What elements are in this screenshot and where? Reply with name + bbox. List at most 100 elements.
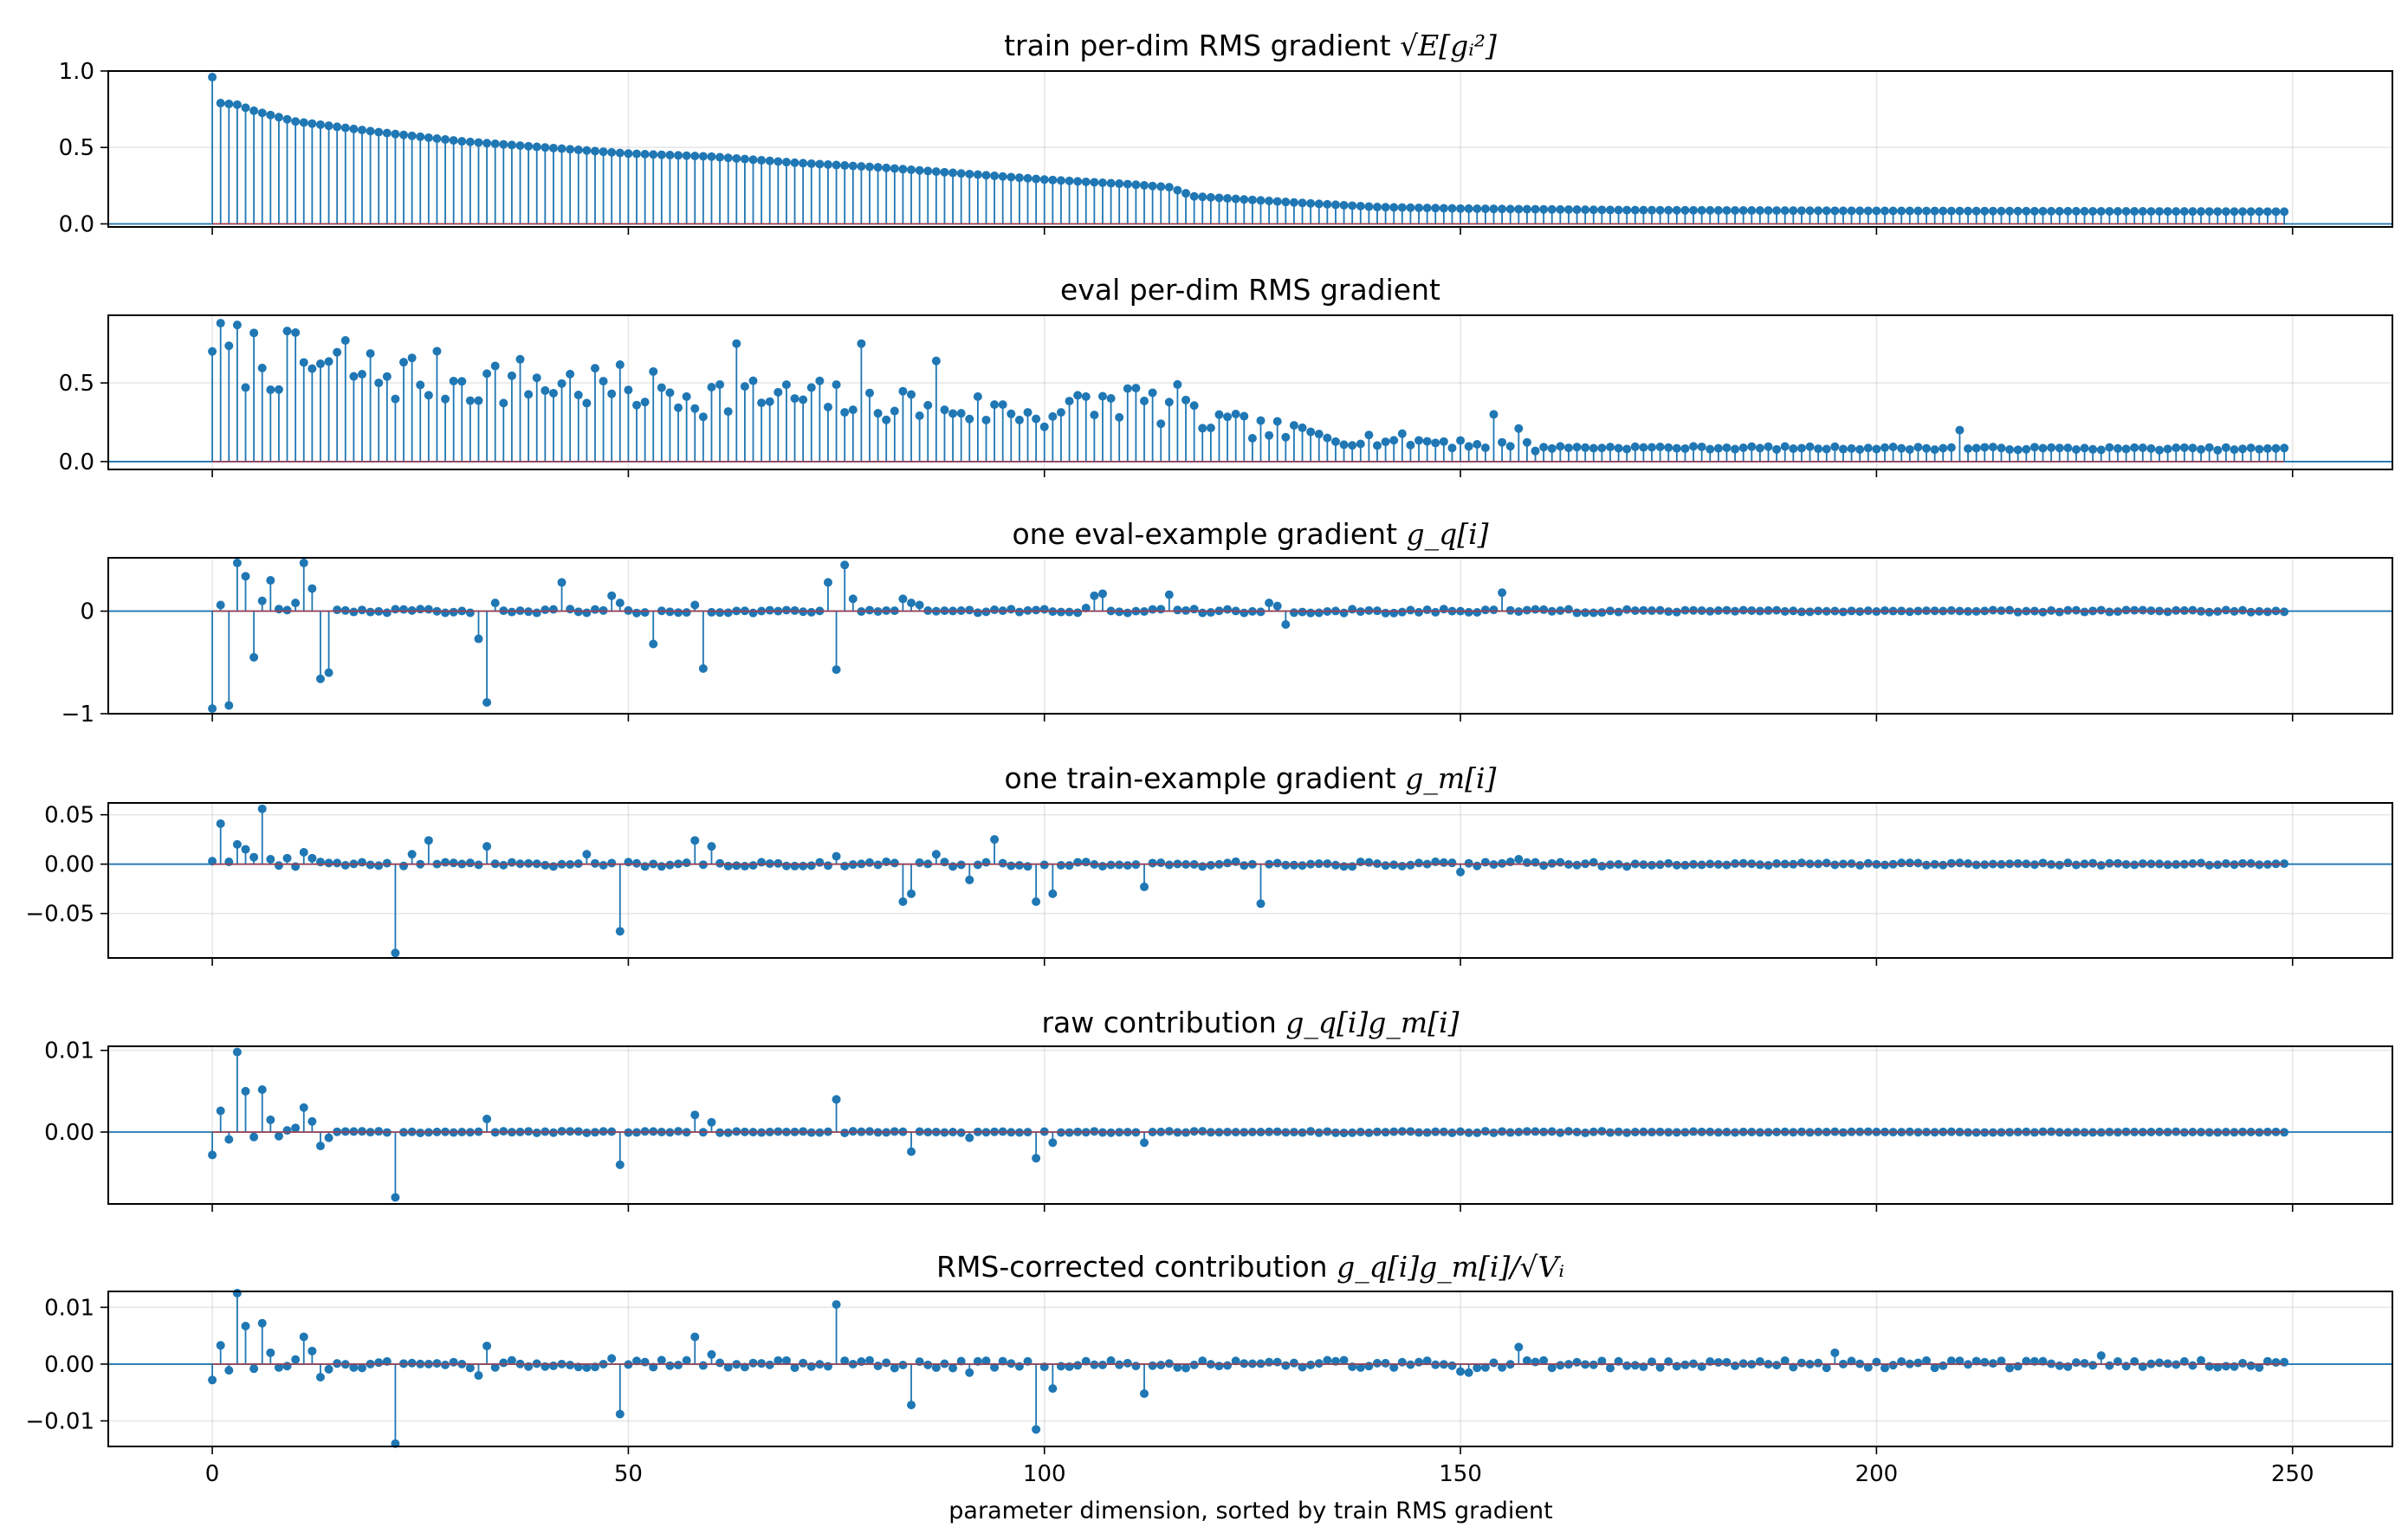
stem-marker	[1214, 1362, 1224, 1371]
stem-marker	[915, 600, 924, 610]
stem-marker	[1939, 860, 1948, 870]
stem-marker	[2096, 1351, 2106, 1361]
stem-marker	[465, 137, 475, 146]
stem-marker	[590, 605, 599, 614]
stem-marker	[848, 594, 858, 604]
stem-marker	[249, 652, 259, 662]
stem-marker	[690, 1110, 700, 1120]
stem-marker	[307, 1116, 317, 1126]
stem-marker	[1946, 206, 1956, 216]
stem-marker	[1447, 443, 1457, 453]
stem-marker	[1014, 607, 1024, 617]
stem-marker	[1747, 442, 1757, 451]
stem-marker	[682, 608, 691, 618]
stem-marker	[1189, 1360, 1199, 1369]
stem-marker	[1032, 174, 1041, 184]
stem-marker	[781, 380, 791, 390]
stem-marker	[474, 396, 483, 405]
panel-title-math: g_q[i]g_m[i]/√Vᵢ	[1337, 1250, 1564, 1284]
stem-marker	[482, 369, 492, 379]
stem-marker	[1023, 173, 1032, 183]
stem-marker	[358, 370, 366, 379]
stem-marker	[1381, 437, 1390, 447]
stem-marker	[391, 129, 400, 139]
stem-marker	[2071, 206, 2081, 216]
stem-marker	[1814, 206, 1823, 216]
stem-marker	[257, 804, 267, 813]
stem-marker	[1764, 206, 1773, 216]
stem-marker	[482, 139, 492, 148]
stem-marker	[1731, 1361, 1740, 1370]
stem-marker	[1630, 442, 1640, 451]
stem-marker	[208, 704, 217, 714]
stem-marker	[1439, 437, 1448, 446]
stem-marker	[2105, 206, 2114, 216]
stem-marker	[1272, 417, 1282, 426]
stem-marker	[2096, 861, 2106, 870]
stem-marker	[424, 133, 433, 142]
stem-marker	[1014, 173, 1024, 183]
stem-marker	[208, 73, 217, 82]
stem-marker	[482, 842, 492, 851]
stem-marker	[358, 126, 366, 135]
stem-marker	[2179, 207, 2189, 217]
stem-marker	[391, 394, 400, 404]
stem-marker	[2163, 207, 2172, 217]
stem-marker	[840, 408, 850, 417]
stem-marker	[1356, 857, 1365, 867]
stem-marker	[1298, 198, 1307, 208]
stem-marker	[1256, 416, 1265, 425]
stem-marker	[2005, 1363, 2015, 1373]
stem-marker	[1389, 608, 1399, 618]
stem-marker	[823, 578, 832, 587]
stem-marker	[1581, 1128, 1590, 1137]
stem-marker	[1314, 608, 1324, 618]
stem-marker	[573, 391, 583, 400]
stem-marker	[1614, 443, 1623, 453]
stem-marker	[2155, 207, 2165, 217]
stem-marker	[898, 897, 908, 907]
stem-marker	[1572, 1357, 1582, 1367]
axes-frame	[107, 314, 2393, 470]
stem-marker	[2071, 444, 2081, 454]
stem-marker	[1480, 1362, 1490, 1372]
stem-marker	[1647, 860, 1657, 870]
stem-marker	[340, 861, 350, 870]
stem-marker	[441, 857, 450, 867]
stem-marker	[1223, 1361, 1233, 1370]
panel-title-text: eval per-dim RMS gradient	[1060, 273, 1440, 307]
stem-marker	[2246, 207, 2256, 217]
stem-marker	[399, 861, 409, 870]
stem-marker	[1713, 443, 1723, 453]
stem-marker	[1198, 1356, 1207, 1366]
stem-marker	[2080, 206, 2089, 216]
stem-marker	[1563, 204, 1573, 214]
stem-marker	[1498, 1362, 1507, 1372]
stem-marker	[590, 364, 599, 373]
stem-marker	[1473, 1363, 1482, 1373]
stem-marker	[1206, 608, 1215, 618]
stem-marker	[1622, 605, 1632, 614]
stem-marker	[1863, 858, 1873, 868]
stem-marker	[790, 1363, 799, 1373]
stem-marker	[748, 861, 758, 870]
stem-marker	[2138, 605, 2147, 615]
stem-marker	[1081, 391, 1091, 401]
stem-marker	[2238, 444, 2248, 454]
stem-marker	[1946, 443, 1956, 452]
stem-marker	[1531, 204, 1540, 214]
stem-marker	[1256, 196, 1265, 205]
stem-marker	[515, 141, 525, 151]
stem-marker	[915, 857, 924, 867]
stem-marker	[2197, 858, 2206, 868]
stem-marker	[1247, 195, 1257, 204]
panel-title-text: raw contribution	[1041, 1006, 1285, 1039]
stem-marker	[857, 162, 866, 171]
axes-frame	[107, 557, 2393, 715]
stem-marker	[1240, 195, 1249, 204]
panel-title-math: g_q[i]g_m[i]	[1285, 1006, 1459, 1040]
stem-marker	[1971, 1356, 1981, 1366]
stem-marker	[848, 161, 858, 171]
stem-marker	[2088, 444, 2098, 454]
panel-title: raw contribution g_q[i]g_m[i]	[1041, 1006, 1459, 1040]
